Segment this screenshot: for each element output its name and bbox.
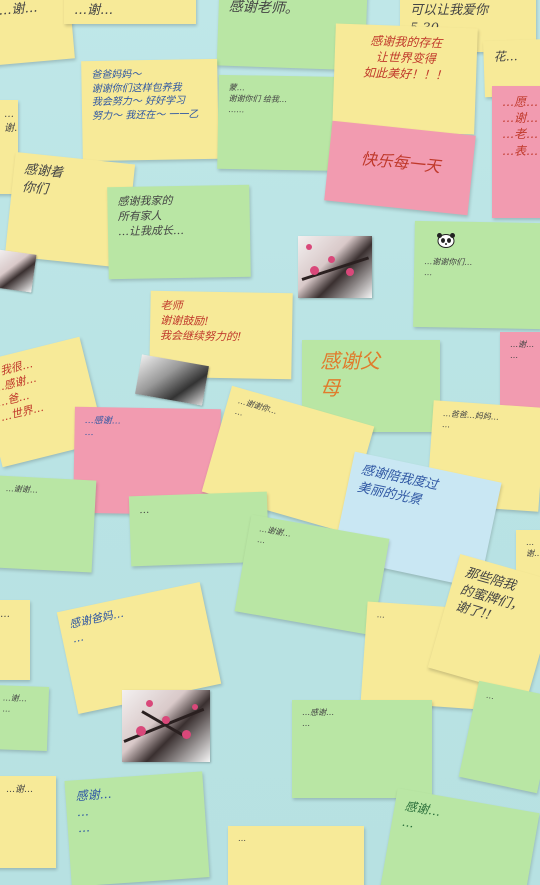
sticky-note: …谢…: [64, 0, 196, 24]
sticky-note: 感谢我的存在 让世界变得 如此美好！！！: [332, 23, 478, 135]
photo-fragment: [0, 249, 37, 293]
sticky-note: …谢…: [0, 776, 56, 868]
sticky-note: …: [0, 600, 30, 680]
sticky-note: …感谢… …: [292, 700, 432, 798]
sticky-note: 快乐每一天: [324, 120, 476, 216]
plum-blossom-photo: [298, 236, 372, 298]
sticky-note: …谢谢…: [0, 475, 97, 573]
sticky-note: 爸爸妈妈～ 谢谢你们这样包养我 我会努力～ 好好学习 努力～ 我还在～ 一一乙: [81, 58, 219, 162]
plum-blossom-photo: [122, 690, 210, 762]
sticky-note: …谢谢你们… …: [413, 220, 540, 330]
sticky-note: …愿… …谢… …老… …表…: [492, 86, 540, 218]
sticky-note: …谢… …: [0, 685, 50, 751]
panda-icon: [437, 233, 455, 248]
sticky-note: 感谢我家的 所有家人 …让我成长…: [107, 184, 251, 280]
sticky-note: …: [228, 826, 364, 885]
sticky-note: 感谢… …: [380, 788, 540, 885]
sticky-note: 感谢… … …: [64, 771, 210, 885]
